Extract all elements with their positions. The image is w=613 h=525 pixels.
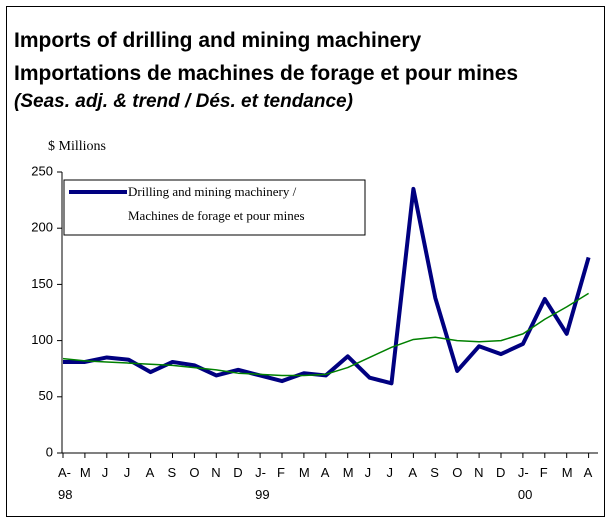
- x-tick-label: A: [408, 465, 418, 480]
- x-tick-label: D: [496, 465, 506, 480]
- y-tick-label: 250: [31, 163, 53, 178]
- x-tick-label: F: [277, 465, 285, 480]
- x-tick-label: A: [320, 465, 330, 480]
- x-tick-label: M: [342, 465, 354, 480]
- x-tick-label: A- 98: [58, 465, 73, 502]
- y-axis-label: $ Millions: [48, 139, 106, 154]
- legend-label: Drilling and mining machinery / Machines…: [128, 184, 305, 223]
- x-tick-label: J: [364, 465, 372, 480]
- y-tick-label: 100: [31, 332, 53, 347]
- x-tick-label: N: [474, 465, 484, 480]
- x-tick-label: M: [298, 465, 310, 480]
- panel: [6, 6, 605, 517]
- y-tick-label: 0: [46, 444, 53, 459]
- series-line: [62, 292, 589, 377]
- x-tick-label: D: [233, 465, 243, 480]
- x-tick-label: F: [539, 465, 548, 480]
- chart-note: (Seas. adj. & trend / Dés. et tendance): [14, 91, 353, 112]
- y-tick-label: 200: [31, 220, 53, 235]
- x-tick-label: A: [145, 465, 155, 480]
- x-tick-label: M: [561, 465, 573, 480]
- x-tick-label: N: [211, 465, 221, 480]
- x-tick-label: S: [167, 465, 177, 480]
- x-tick-label: A: [583, 465, 593, 480]
- x-tick-label: J: [101, 465, 109, 480]
- series-line: [63, 186, 591, 386]
- x-tick-label: J- 00: [517, 465, 533, 502]
- y-tick-label: 150: [31, 276, 53, 291]
- x-tick-label: O: [452, 465, 463, 480]
- x-tick-label: J: [386, 465, 394, 480]
- x-tick-label: J: [123, 465, 131, 480]
- x-tick-label: O: [189, 465, 200, 480]
- x-tick-label: J- 99: [255, 465, 270, 502]
- x-tick-label: M: [79, 465, 91, 480]
- chart-title: Imports of drilling and mining machinery: [14, 29, 422, 52]
- legend-box: [63, 179, 366, 236]
- y-tick-label: 50: [39, 388, 53, 403]
- x-tick-label: S: [430, 465, 439, 480]
- chart-subtitle: Importations de machines de forage et po…: [14, 62, 519, 85]
